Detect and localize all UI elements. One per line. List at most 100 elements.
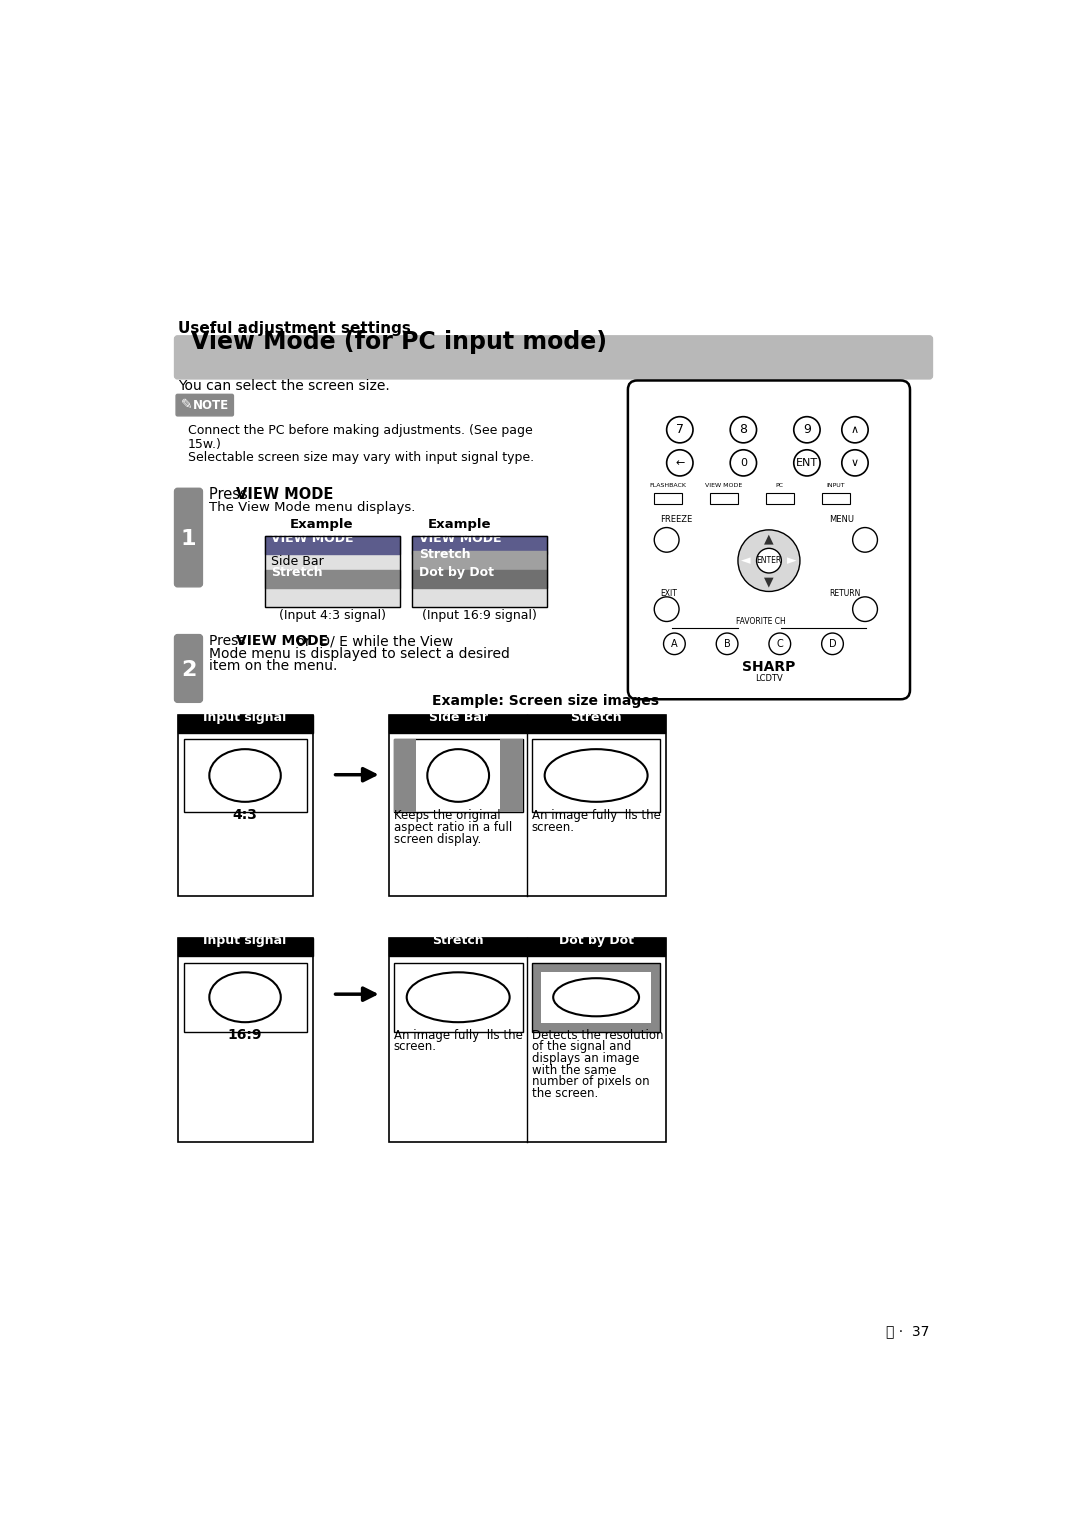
Bar xyxy=(531,963,661,1031)
Text: item on the menu.: item on the menu. xyxy=(208,659,337,672)
FancyBboxPatch shape xyxy=(175,336,932,379)
Text: Input signal: Input signal xyxy=(203,711,286,724)
Circle shape xyxy=(666,417,693,443)
Circle shape xyxy=(757,549,781,573)
Text: EXIT: EXIT xyxy=(661,590,677,597)
Text: VIEW MODE: VIEW MODE xyxy=(271,532,354,545)
FancyBboxPatch shape xyxy=(176,394,233,416)
Text: ENTER: ENTER xyxy=(756,556,782,565)
Text: Side Bar: Side Bar xyxy=(429,711,488,724)
Text: C: C xyxy=(777,639,783,649)
Bar xyxy=(527,938,665,957)
Text: NOTE: NOTE xyxy=(193,399,229,411)
Text: The View Mode menu displays.: The View Mode menu displays. xyxy=(208,501,415,515)
Bar xyxy=(266,536,400,607)
Bar xyxy=(266,570,400,588)
Text: 9: 9 xyxy=(804,423,811,437)
Bar xyxy=(389,715,666,895)
Circle shape xyxy=(841,417,868,443)
Bar xyxy=(177,715,313,733)
Text: B: B xyxy=(724,639,730,649)
Bar xyxy=(389,715,527,733)
Text: ✎: ✎ xyxy=(180,399,192,413)
Text: 8: 8 xyxy=(740,423,747,437)
Text: MENU: MENU xyxy=(829,515,854,524)
Text: FLASHBACK: FLASHBACK xyxy=(650,483,687,489)
Text: number of pixels on: number of pixels on xyxy=(531,1076,649,1088)
Circle shape xyxy=(666,449,693,475)
Text: Stretch: Stretch xyxy=(271,567,323,579)
Circle shape xyxy=(716,633,738,654)
Circle shape xyxy=(841,449,868,475)
Text: Useful adjustment settings: Useful adjustment settings xyxy=(177,321,410,336)
Circle shape xyxy=(654,527,679,552)
Text: ←: ← xyxy=(675,458,685,468)
Text: VIEW MODE: VIEW MODE xyxy=(705,483,743,489)
Text: Example: Example xyxy=(428,518,491,532)
Circle shape xyxy=(794,417,820,443)
Text: Detects the resolution: Detects the resolution xyxy=(531,1028,663,1042)
Bar xyxy=(389,938,527,957)
Bar xyxy=(266,555,400,607)
Text: ▼: ▼ xyxy=(765,576,773,588)
FancyBboxPatch shape xyxy=(175,489,202,587)
Text: aspect ratio in a full: aspect ratio in a full xyxy=(394,821,512,834)
Text: Example: Screen size images: Example: Screen size images xyxy=(432,695,659,709)
Text: An image fully  lls the: An image fully lls the xyxy=(531,810,661,822)
Text: An image fully  lls the: An image fully lls the xyxy=(394,1028,523,1042)
Text: Input signal: Input signal xyxy=(203,934,286,947)
Text: Press: Press xyxy=(208,634,249,648)
Text: 0: 0 xyxy=(740,458,747,468)
Bar xyxy=(394,963,523,1031)
Text: Press: Press xyxy=(208,487,252,503)
Text: 2: 2 xyxy=(180,660,197,680)
Bar xyxy=(184,740,307,813)
Text: .: . xyxy=(292,487,296,503)
Text: displays an image: displays an image xyxy=(531,1051,639,1065)
Text: You can select the screen size.: You can select the screen size. xyxy=(177,379,390,393)
Text: ►: ► xyxy=(787,555,797,567)
Text: Dot by Dot: Dot by Dot xyxy=(558,934,634,947)
Text: VIEW MODE: VIEW MODE xyxy=(419,532,501,545)
Text: 16:9: 16:9 xyxy=(228,1028,262,1042)
Text: RETURN: RETURN xyxy=(829,590,861,597)
Bar xyxy=(531,740,661,813)
Text: Dot by Dot: Dot by Dot xyxy=(419,567,494,579)
Bar xyxy=(413,570,548,588)
Text: View Mode (for PC input mode): View Mode (for PC input mode) xyxy=(191,330,607,353)
Bar xyxy=(177,938,313,957)
Bar xyxy=(654,494,683,504)
FancyBboxPatch shape xyxy=(627,380,910,700)
Text: D: D xyxy=(828,639,836,649)
Text: SHARP: SHARP xyxy=(742,660,796,674)
Text: Stretch: Stretch xyxy=(419,547,470,561)
Text: the screen.: the screen. xyxy=(531,1086,598,1100)
Circle shape xyxy=(730,417,757,443)
Text: Mode menu is displayed to select a desired: Mode menu is displayed to select a desir… xyxy=(208,646,510,660)
Bar xyxy=(766,494,794,504)
Bar xyxy=(266,536,400,555)
Circle shape xyxy=(730,449,757,475)
Bar xyxy=(184,963,307,1031)
Circle shape xyxy=(852,527,877,552)
Text: 15w.): 15w.) xyxy=(188,437,221,451)
Bar xyxy=(710,494,738,504)
Text: Selectable screen size may vary with input signal type.: Selectable screen size may vary with inp… xyxy=(188,451,534,463)
Text: PC: PC xyxy=(775,483,784,489)
Text: Stretch: Stretch xyxy=(570,711,622,724)
Bar xyxy=(177,715,313,895)
Circle shape xyxy=(794,449,820,475)
Text: VIEW MODE: VIEW MODE xyxy=(235,634,328,648)
Text: Side Bar: Side Bar xyxy=(271,555,324,568)
Text: ∨: ∨ xyxy=(851,458,859,468)
Text: ENT: ENT xyxy=(796,458,818,468)
Text: A: A xyxy=(671,639,678,649)
Text: 4:3: 4:3 xyxy=(232,808,257,822)
Text: screen display.: screen display. xyxy=(394,833,481,845)
Text: with the same: with the same xyxy=(531,1063,617,1077)
Bar xyxy=(177,938,313,1141)
Circle shape xyxy=(654,597,679,622)
Bar xyxy=(541,972,651,1022)
Circle shape xyxy=(738,530,800,591)
Text: (Input 4:3 signal): (Input 4:3 signal) xyxy=(279,610,387,622)
